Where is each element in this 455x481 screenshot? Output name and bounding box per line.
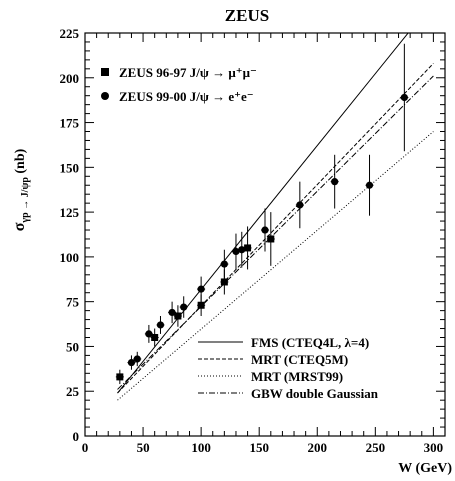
legend-theory-label: FMS (CTEQ4L, λ=4) — [251, 335, 369, 350]
x-tick-label: 150 — [249, 440, 269, 455]
y-axis-label-subscript: γp → J/ψp — [20, 177, 31, 224]
y-axis-label-unit: (nb) — [13, 148, 28, 177]
y-tick-label: 125 — [60, 205, 80, 220]
y-tick-label: 100 — [60, 250, 80, 265]
x-tick-label: 250 — [366, 440, 386, 455]
legend-theory: FMS (CTEQ4L, λ=4) MRT (CTEQ5M) MRT (MRST99… — [198, 335, 379, 401]
data-point-square — [197, 301, 205, 309]
legend-theory-label: GBW double Gaussian — [251, 386, 379, 401]
data-point-circle — [156, 321, 165, 329]
y-tick-label: 25 — [66, 384, 80, 399]
x-tick-label: 50 — [137, 440, 150, 455]
y-tick-label: 50 — [66, 339, 79, 354]
data-point-circle — [180, 303, 188, 311]
data-point-circle — [145, 330, 153, 338]
theory-curve-dotted — [117, 131, 434, 401]
data-point-circle — [127, 358, 136, 367]
x-tick-label: 300 — [424, 440, 444, 455]
data-point-circle — [331, 178, 339, 186]
data-point-square — [151, 333, 159, 341]
legend-data: ZEUS 96-97 J/ψ → μ⁺μ⁻ ZEUS 99-00 J/ψ → e⁺… — [101, 65, 257, 104]
data-point-circle — [133, 355, 141, 363]
y-tick-label: 175 — [60, 116, 80, 131]
data-point-circle — [400, 93, 408, 102]
x-axis-label: W (GeV) — [398, 461, 452, 476]
data-point-square — [116, 373, 124, 381]
plot-axes: 0 50 100 150 200 250 300 0 25 50 75 100 125 150 175 200… — [60, 26, 446, 455]
y-tick-label: 75 — [66, 295, 80, 310]
legend-theory-label: MRT (MRST99) — [251, 369, 343, 384]
data-point-circle — [168, 308, 176, 317]
legend-marker-circle — [101, 92, 109, 100]
y-tick-label: 200 — [60, 71, 80, 86]
legend-data-label: ZEUS 99-00 J/ψ → e⁺e⁻ — [119, 89, 254, 104]
y-tick-label: 225 — [60, 26, 80, 41]
data-point-square — [174, 312, 182, 320]
y-axis-label: σγp → J/ψp (nb) — [11, 148, 31, 231]
x-tick-label: 100 — [191, 440, 211, 455]
data-point-circle — [197, 285, 205, 293]
data-point-circle — [220, 260, 228, 268]
legend-data-label: ZEUS 96-97 J/ψ → μ⁺μ⁻ — [119, 65, 257, 80]
legend-theory-label: MRT (CTEQ5M) — [251, 352, 348, 367]
data-point-circle — [232, 247, 240, 256]
data-point-square — [244, 244, 252, 252]
theory-curve-dashdot — [117, 75, 434, 390]
data-point-square — [267, 235, 275, 243]
data-points — [115, 43, 409, 385]
y-tick-label: 150 — [60, 160, 80, 175]
y-axis-label-symbol: σ — [11, 222, 28, 231]
data-point-circle — [296, 201, 304, 209]
data-point-circle — [238, 246, 246, 254]
data-point-circle — [365, 181, 374, 189]
chart-title: ZEUS — [225, 6, 269, 25]
x-tick-label: 0 — [82, 440, 89, 455]
legend-marker-square — [101, 68, 109, 76]
plot-frame — [84, 32, 446, 437]
y-tick-label: 0 — [73, 429, 80, 444]
data-point-circle — [261, 226, 269, 234]
x-tick-label: 200 — [308, 440, 328, 455]
data-point-square — [220, 278, 228, 286]
theory-curve-dashed — [117, 63, 434, 394]
